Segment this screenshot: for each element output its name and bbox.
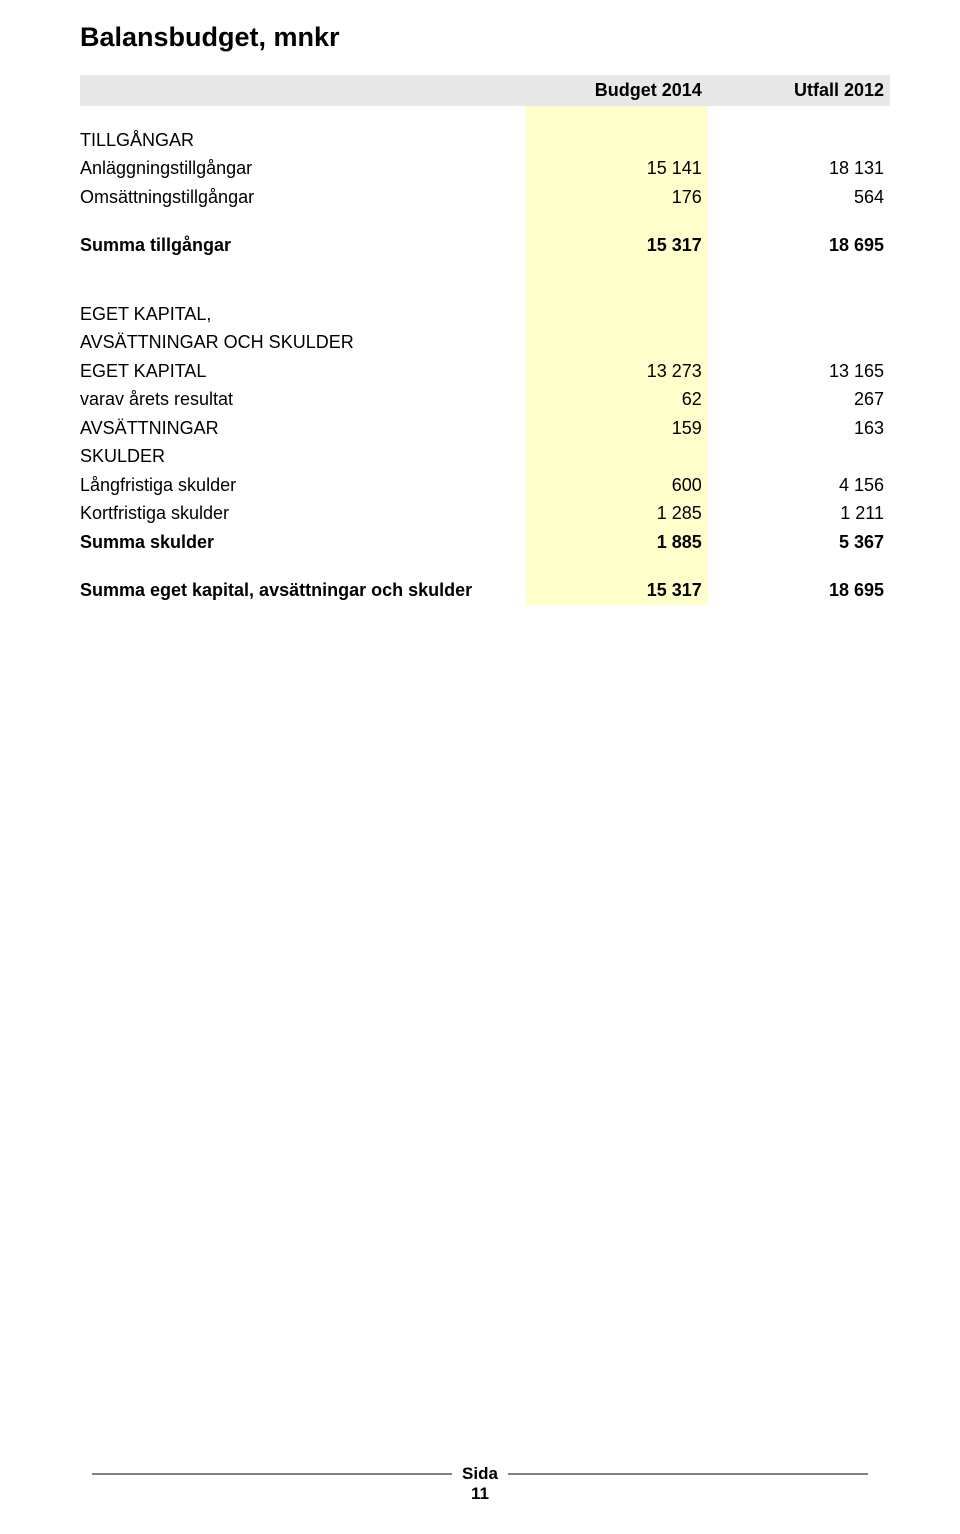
footer-lines: Sida xyxy=(0,1465,960,1482)
row-label: Summa eget kapital, avsättningar och sku… xyxy=(80,576,526,605)
row-label: varav årets resultat xyxy=(80,385,526,414)
row-value-utfall: 564 xyxy=(708,183,890,212)
cell xyxy=(526,300,708,329)
row-value-utfall: 163 xyxy=(708,414,890,443)
section-heading-row: EGET KAPITAL, xyxy=(80,300,890,329)
subtotal-row: Summa skulder 1 885 5 367 xyxy=(80,528,890,557)
footer-label: Sida xyxy=(452,1465,508,1482)
footer-rule-right xyxy=(508,1473,868,1475)
header-utfall: Utfall 2012 xyxy=(708,75,890,106)
cell xyxy=(526,126,708,155)
section-heading-row: SKULDER xyxy=(80,442,890,471)
footer-rule-left xyxy=(92,1473,452,1475)
spacer-row xyxy=(80,556,890,576)
row-value-budget: 1 285 xyxy=(526,499,708,528)
row-label: Omsättningstillgångar xyxy=(80,183,526,212)
table-row: varav årets resultat 62 267 xyxy=(80,385,890,414)
table-row: Omsättningstillgångar 176 564 xyxy=(80,183,890,212)
table-row: EGET KAPITAL 13 273 13 165 xyxy=(80,357,890,386)
row-label: Summa tillgångar xyxy=(80,231,526,260)
spacer-row xyxy=(80,280,890,300)
row-label: Kortfristiga skulder xyxy=(80,499,526,528)
spacer-row xyxy=(80,106,890,126)
ek-heading-2: AVSÄTTNINGAR OCH SKULDER xyxy=(80,328,526,357)
row-value-utfall: 1 211 xyxy=(708,499,890,528)
page-footer: Sida 11 xyxy=(0,1465,960,1504)
skulder-heading: SKULDER xyxy=(80,442,526,471)
cell xyxy=(708,442,890,471)
table-row: Långfristiga skulder 600 4 156 xyxy=(80,471,890,500)
table-row: Anläggningstillgångar 15 141 18 131 xyxy=(80,154,890,183)
row-value-budget: 62 xyxy=(526,385,708,414)
row-value-utfall: 4 156 xyxy=(708,471,890,500)
subtotal-row: Summa tillgångar 15 317 18 695 xyxy=(80,231,890,260)
cell xyxy=(708,328,890,357)
page-title: Balansbudget, mnkr xyxy=(80,22,890,53)
row-value-budget: 176 xyxy=(526,183,708,212)
section-heading-row: AVSÄTTNINGAR OCH SKULDER xyxy=(80,328,890,357)
section-heading-row: TILLGÅNGAR xyxy=(80,126,890,155)
page-container: Balansbudget, mnkr Budget 2014 Utfall 20… xyxy=(0,0,960,1534)
row-value-utfall: 18 695 xyxy=(708,576,890,605)
row-label: Långfristiga skulder xyxy=(80,471,526,500)
row-label: Summa skulder xyxy=(80,528,526,557)
row-value-utfall: 267 xyxy=(708,385,890,414)
cell xyxy=(708,300,890,329)
row-value-utfall: 13 165 xyxy=(708,357,890,386)
row-value-budget: 1 885 xyxy=(526,528,708,557)
row-label: EGET KAPITAL xyxy=(80,357,526,386)
table-row: Kortfristiga skulder 1 285 1 211 xyxy=(80,499,890,528)
row-value-budget: 15 317 xyxy=(526,231,708,260)
row-label: Anläggningstillgångar xyxy=(80,154,526,183)
header-empty xyxy=(80,75,526,106)
balance-table: Budget 2014 Utfall 2012 TILLGÅNGAR Anläg… xyxy=(80,75,890,605)
spacer-row xyxy=(80,211,890,231)
row-label: AVSÄTTNINGAR xyxy=(80,414,526,443)
header-budget: Budget 2014 xyxy=(526,75,708,106)
tillgangar-heading: TILLGÅNGAR xyxy=(80,126,526,155)
table-row: AVSÄTTNINGAR 159 163 xyxy=(80,414,890,443)
cell xyxy=(526,328,708,357)
row-value-budget: 159 xyxy=(526,414,708,443)
cell xyxy=(526,442,708,471)
row-value-utfall: 5 367 xyxy=(708,528,890,557)
row-value-utfall: 18 131 xyxy=(708,154,890,183)
spacer-row xyxy=(80,260,890,280)
row-value-budget: 15 141 xyxy=(526,154,708,183)
ek-heading-1: EGET KAPITAL, xyxy=(80,300,526,329)
row-value-budget: 600 xyxy=(526,471,708,500)
cell xyxy=(708,126,890,155)
row-value-utfall: 18 695 xyxy=(708,231,890,260)
total-row: Summa eget kapital, avsättningar och sku… xyxy=(80,576,890,605)
row-value-budget: 15 317 xyxy=(526,576,708,605)
table-header-row: Budget 2014 Utfall 2012 xyxy=(80,75,890,106)
footer-page-number: 11 xyxy=(0,1484,960,1504)
row-value-budget: 13 273 xyxy=(526,357,708,386)
